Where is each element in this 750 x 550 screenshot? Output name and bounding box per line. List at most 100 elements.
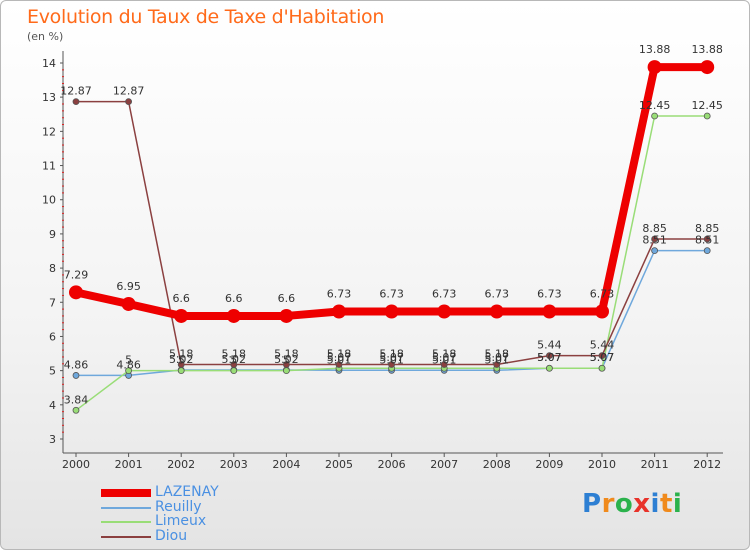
data-label-limeux: 5: [283, 354, 290, 367]
data-point-lazenay: [700, 60, 715, 75]
x-tick-label: 2012: [693, 458, 721, 471]
data-label-limeux: 12.45: [691, 99, 723, 112]
data-label-diou: 5.44: [537, 339, 562, 352]
y-tick-label: 11: [42, 160, 56, 173]
logo-letter: i: [672, 489, 683, 519]
data-label-limeux: 3.84: [64, 393, 89, 406]
data-point-lazenay: [384, 304, 399, 319]
x-tick-label: 2001: [115, 458, 143, 471]
data-label-limeux: 5: [125, 354, 132, 367]
y-tick-label: 13: [42, 91, 56, 104]
data-label-reuilly: 5.07: [537, 351, 562, 364]
y-tick-label: 4: [49, 399, 56, 412]
data-label-reuilly: 5.01: [485, 353, 510, 366]
data-label-diou: 5.18: [222, 347, 247, 360]
data-label-reuilly: 8.51: [695, 234, 720, 247]
chart-title: Evolution du Taux de Taxe d'Habitation: [27, 6, 385, 28]
data-label-diou: 5.44: [590, 339, 615, 352]
x-tick-label: 2010: [588, 458, 616, 471]
legend-label: Diou: [155, 527, 188, 544]
data-label-reuilly: 5.01: [432, 353, 457, 366]
data-label-diou: 5.18: [485, 347, 510, 360]
data-point-lazenay: [279, 308, 294, 323]
data-label-diou: 5.18: [169, 347, 194, 360]
y-tick-label: 8: [49, 262, 56, 275]
data-label-reuilly: 5.02: [169, 353, 194, 366]
data-label-reuilly: 5.02: [274, 353, 299, 366]
data-point-limeux: [651, 112, 658, 120]
data-point-diou: [72, 98, 80, 106]
data-label-lazenay: 6.73: [485, 288, 510, 301]
data-point-lazenay: [226, 308, 241, 323]
data-label-reuilly: 5.01: [327, 353, 352, 366]
data-point-limeux: [703, 112, 711, 120]
data-point-diou: [703, 235, 711, 243]
data-label-lazenay: 6.73: [537, 288, 562, 301]
data-label-lazenay: 6.73: [590, 288, 615, 301]
data-label-limeux: 5.07: [379, 351, 404, 364]
data-label-reuilly: 4.86: [64, 358, 89, 371]
data-label-diou: 12.87: [113, 85, 145, 98]
logo-letter: P: [582, 489, 602, 519]
data-label-limeux: 5.07: [327, 351, 352, 364]
data-point-diou: [177, 361, 185, 368]
data-point-reuilly: [703, 247, 711, 255]
data-point-reuilly: [72, 372, 80, 379]
data-point-limeux: [177, 367, 185, 375]
data-point-lazenay: [121, 296, 136, 311]
data-label-lazenay: 6.6: [225, 292, 243, 305]
data-point-diou: [598, 352, 606, 359]
data-label-lazenay: 13.88: [691, 43, 723, 56]
series-line-diou: [76, 100, 708, 366]
x-tick-label: 2002: [167, 458, 195, 471]
data-label-diou: 8.85: [642, 222, 667, 235]
data-point-diou: [282, 361, 290, 368]
y-tick-label: 6: [49, 330, 56, 343]
data-label-lazenay: 6.73: [327, 288, 352, 301]
y-tick-label: 3: [49, 433, 56, 446]
data-label-limeux: 5.07: [590, 351, 615, 364]
data-label-reuilly: 8.51: [642, 234, 667, 247]
data-label-lazenay: 6.6: [172, 292, 190, 305]
data-point-lazenay: [174, 308, 189, 323]
logo-letter: t: [659, 489, 673, 519]
data-label-reuilly: 5.01: [379, 353, 404, 366]
y-tick-label: 7: [49, 296, 56, 309]
data-label-diou: 5.18: [274, 347, 299, 360]
data-point-lazenay: [332, 304, 346, 319]
data-label-reuilly: 5.02: [222, 353, 247, 366]
data-point-diou: [230, 361, 238, 368]
data-label-lazenay: 6.73: [432, 288, 457, 301]
data-point-lazenay: [437, 304, 452, 319]
data-point-diou: [440, 361, 448, 368]
data-label-limeux: 5: [230, 354, 237, 367]
data-label-limeux: 5.07: [537, 351, 562, 364]
data-label-diou: 8.85: [695, 222, 720, 235]
data-point-limeux: [282, 367, 290, 375]
data-point-diou: [125, 98, 132, 106]
data-label-reuilly: 5.07: [590, 351, 615, 364]
data-point-limeux: [125, 367, 132, 375]
data-point-diou: [335, 361, 343, 368]
x-tick-label: 2000: [62, 458, 90, 471]
data-point-diou: [651, 235, 658, 243]
data-point-limeux: [72, 406, 80, 414]
data-label-diou: 5.18: [379, 347, 404, 360]
data-label-lazenay: 13.88: [639, 43, 671, 56]
data-label-lazenay: 7.29: [64, 268, 89, 281]
data-point-reuilly: [651, 247, 658, 255]
data-label-reuilly: 4.86: [116, 358, 141, 371]
data-point-limeux: [230, 367, 238, 375]
data-label-lazenay: 6.95: [116, 280, 141, 293]
x-tick-label: 2008: [483, 458, 511, 471]
data-label-limeux: 12.45: [639, 99, 671, 112]
series-line-lazenay: [75, 63, 708, 320]
legend-label: Reuilly: [155, 498, 202, 515]
x-tick-label: 2005: [325, 458, 353, 471]
logo-letter: x: [633, 489, 651, 519]
legend-label: Limeux: [155, 513, 207, 529]
x-tick-label: 2009: [535, 458, 563, 471]
data-label-diou: 5.18: [327, 347, 352, 360]
